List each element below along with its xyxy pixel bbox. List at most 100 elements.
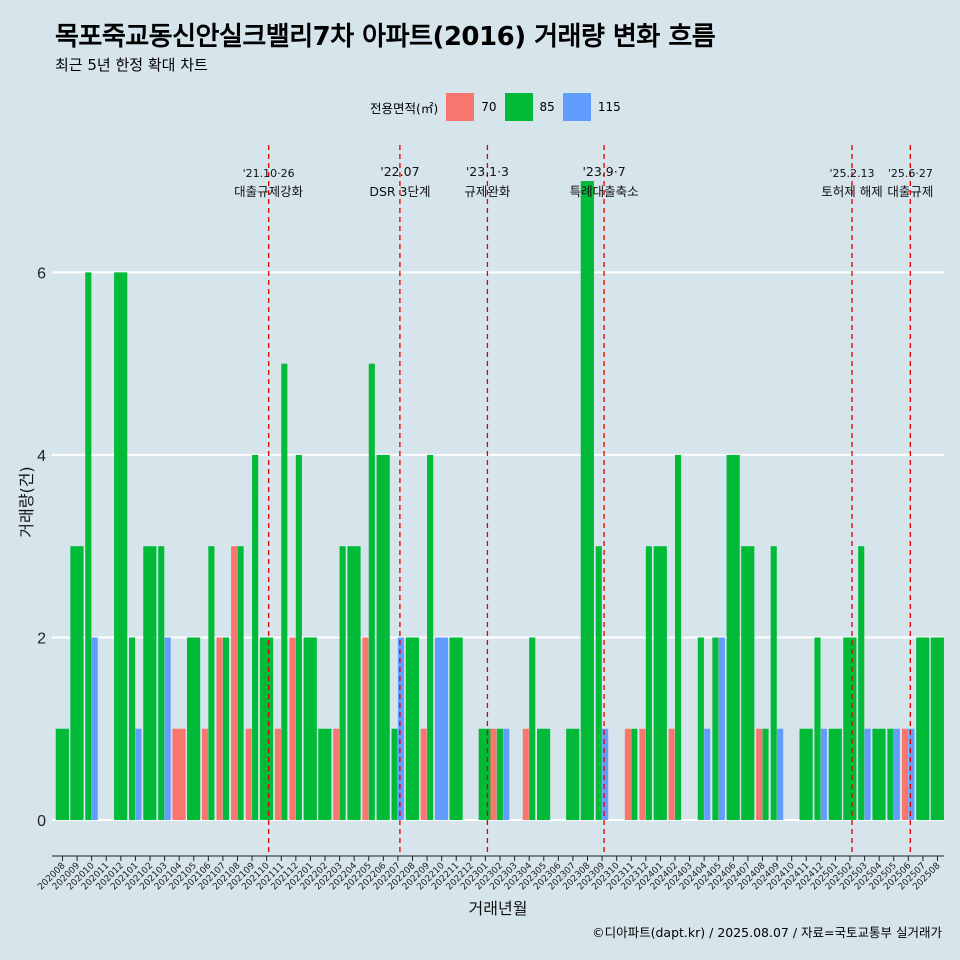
bar-202309-85 bbox=[595, 546, 602, 821]
bar-202208-85 bbox=[405, 637, 419, 821]
bar-202108-70 bbox=[231, 546, 238, 821]
chart-title: 목포죽교동신안실크밸리7차 아파트(2016) 거래량 변화 흐름 bbox=[55, 22, 716, 52]
bar-202109-70 bbox=[245, 728, 252, 821]
bar-202409-115 bbox=[777, 728, 784, 821]
bar-202107-85 bbox=[222, 637, 230, 821]
bar-202401-85 bbox=[653, 546, 667, 821]
legend-key-70 bbox=[446, 93, 475, 121]
bar-202304-85 bbox=[529, 637, 536, 821]
bar-202104-70 bbox=[172, 728, 186, 821]
event-name-label: DSR 3단계 bbox=[369, 184, 430, 199]
bar-202506-70 bbox=[901, 728, 909, 821]
bar-202308-85 bbox=[580, 181, 594, 821]
bar-202502-85 bbox=[843, 637, 857, 821]
bar-202505-85 bbox=[887, 728, 894, 821]
event-name-label: 대출규제 bbox=[887, 184, 933, 199]
y-tick-label: 6 bbox=[37, 265, 46, 282]
bar-202101-115 bbox=[135, 728, 142, 821]
bar-202103-85 bbox=[158, 546, 165, 821]
bar-202409-85 bbox=[770, 546, 777, 821]
bar-202407-85 bbox=[741, 546, 755, 821]
bar-202307-85 bbox=[566, 728, 580, 821]
bar-202207-85 bbox=[391, 728, 398, 821]
bar-202107-70 bbox=[216, 637, 223, 821]
event-date-label: '25.6·27 bbox=[888, 167, 933, 180]
y-tick-label: 0 bbox=[37, 813, 46, 830]
event-date-label: '22.07 bbox=[380, 164, 419, 179]
event-date-label: '23.1·3 bbox=[466, 164, 509, 179]
event-name-label: 토허제 해제 bbox=[821, 184, 882, 199]
bar-202112-85 bbox=[295, 454, 302, 821]
bar-202302-115 bbox=[503, 728, 510, 821]
bar-202105-85 bbox=[187, 637, 201, 821]
legend-label-70: 70 bbox=[481, 100, 497, 114]
bar-202012-85 bbox=[114, 272, 128, 821]
bar-202412-85 bbox=[814, 637, 821, 821]
event-date-label: '23.9·7 bbox=[582, 164, 625, 179]
y-axis-title: 거래량(건) bbox=[17, 466, 36, 537]
legend: 전용면적(㎡) 70 85 115 bbox=[370, 92, 629, 122]
bar-202312-85 bbox=[645, 546, 652, 821]
bar-202209-85 bbox=[427, 454, 434, 821]
bar-202010-85 bbox=[85, 272, 92, 821]
bar-202109-85 bbox=[252, 454, 259, 821]
bar-202211-85 bbox=[449, 637, 463, 821]
bar-202501-85 bbox=[828, 728, 842, 821]
bar-202507-85 bbox=[916, 637, 930, 821]
legend-title: 전용면적(㎡) bbox=[370, 100, 439, 116]
bar-202405-115 bbox=[718, 637, 725, 821]
bar-202111-70 bbox=[274, 728, 281, 821]
bar-202205-85 bbox=[368, 363, 375, 821]
bar-202312-70 bbox=[639, 728, 646, 821]
bar-202411-85 bbox=[799, 728, 813, 821]
bar-202405-85 bbox=[712, 637, 719, 821]
bar-202505-115 bbox=[893, 728, 900, 821]
bar-202010-115 bbox=[91, 637, 98, 821]
y-tick-label: 2 bbox=[37, 630, 46, 647]
bar-202206-85 bbox=[376, 454, 390, 821]
source-caption: ©디아파트(dapt.kr) / 2025.08.07 / 자료=국토교통부 실… bbox=[592, 925, 942, 940]
bar-202503-85 bbox=[858, 546, 865, 821]
legend-key-85 bbox=[504, 93, 533, 121]
bar-202205-70 bbox=[362, 637, 369, 821]
bar-202108-85 bbox=[237, 546, 244, 821]
bar-202508-85 bbox=[930, 637, 944, 821]
chart-subtitle: 최근 5년 한정 확대 차트 bbox=[55, 56, 208, 74]
bar-202110-85 bbox=[259, 637, 274, 821]
bar-202304-70 bbox=[522, 728, 529, 821]
bar-202201-85 bbox=[303, 637, 317, 821]
bar-202102-85 bbox=[143, 546, 157, 821]
bar-202204-85 bbox=[347, 546, 361, 821]
bar-202408-85 bbox=[762, 728, 769, 821]
bar-202106-85 bbox=[208, 546, 215, 821]
bar-202203-85 bbox=[339, 546, 346, 821]
event-name-label: 대출규제강화 bbox=[234, 184, 304, 199]
event-date-label: '21.10·26 bbox=[243, 167, 295, 180]
bar-202503-115 bbox=[864, 728, 871, 821]
bar-202504-85 bbox=[872, 728, 886, 821]
bar-202311-70 bbox=[624, 728, 631, 821]
bar-202305-85 bbox=[537, 728, 551, 821]
y-tick-label: 4 bbox=[37, 448, 46, 465]
bar-202311-85 bbox=[631, 728, 638, 821]
bar-202103-115 bbox=[164, 637, 171, 821]
bar-202111-85 bbox=[281, 363, 288, 821]
bar-202203-70 bbox=[333, 728, 340, 821]
bar-202207-115 bbox=[397, 637, 405, 821]
legend-label-85: 85 bbox=[539, 100, 555, 114]
bar-202301-85 bbox=[478, 728, 492, 821]
bar-202402-70 bbox=[668, 728, 675, 821]
bar-202209-70 bbox=[420, 728, 427, 821]
bar-202406-85 bbox=[726, 454, 740, 821]
bar-202302-85 bbox=[496, 728, 503, 821]
bar-202202-85 bbox=[318, 728, 332, 821]
bar-202112-70 bbox=[289, 637, 296, 821]
bar-202008-85 bbox=[55, 728, 69, 821]
bar-202309-115 bbox=[602, 728, 609, 821]
bar-202106-70 bbox=[201, 728, 209, 821]
bar-202506-115 bbox=[908, 728, 915, 821]
bar-202402-85 bbox=[675, 454, 682, 821]
bar-202210-115 bbox=[434, 637, 449, 821]
bar-202009-85 bbox=[70, 546, 84, 821]
